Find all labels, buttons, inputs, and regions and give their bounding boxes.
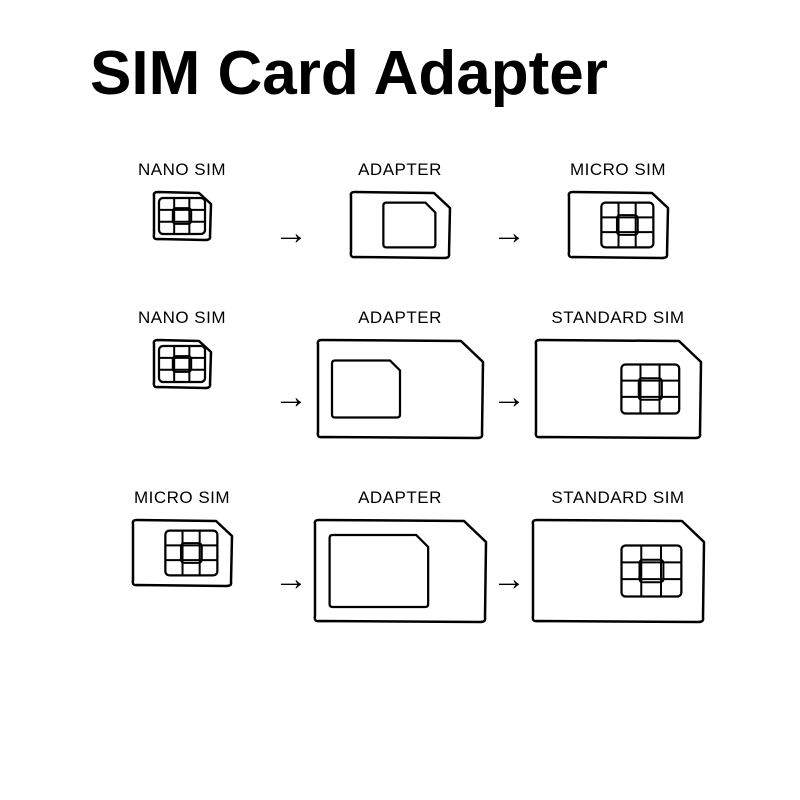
diagram-cell: MICRO SIM: [92, 488, 272, 588]
arrow-icon: →: [492, 216, 526, 250]
diagram-cell: ADAPTER: [310, 308, 490, 440]
diagram-row: MICRO SIM → ADAPTER → STANDARD SIM: [92, 488, 708, 624]
standard-chip-icon: [530, 518, 706, 624]
arrow-icon: →: [492, 562, 526, 596]
diagram-cell: STANDARD SIM: [528, 488, 708, 624]
diagram-cell: NANO SIM: [92, 308, 272, 390]
cell-label: MICRO SIM: [134, 488, 230, 508]
diagram-cell: NANO SIM: [92, 160, 272, 242]
diagram-cell: ADAPTER: [310, 160, 490, 260]
arrow-icon: →: [274, 380, 308, 414]
diagram-cell: STANDARD SIM: [528, 308, 708, 440]
cell-label: ADAPTER: [358, 160, 442, 180]
nano-chip-icon: [151, 190, 213, 242]
diagram-cell: ADAPTER: [310, 488, 490, 624]
cell-label: ADAPTER: [358, 488, 442, 508]
standard-adapter-micro-icon: [312, 518, 488, 624]
cell-label: ADAPTER: [358, 308, 442, 328]
arrow-icon: →: [492, 380, 526, 414]
cell-label: NANO SIM: [138, 160, 226, 180]
cell-label: MICRO SIM: [570, 160, 666, 180]
standard-chip-icon: [533, 338, 703, 440]
micro-chip-icon: [130, 518, 234, 588]
nano-chip-icon: [151, 338, 213, 390]
cell-label: STANDARD SIM: [551, 488, 684, 508]
arrow-icon: →: [274, 216, 308, 250]
micro-adapter-icon: [348, 190, 452, 260]
diagram-row: NANO SIM → ADAPTER → STANDARD SIM: [92, 308, 708, 440]
standard-adapter-nano-icon: [315, 338, 485, 440]
diagram-row: NANO SIM → ADAPTER → MICRO SIM: [92, 160, 708, 260]
cell-label: STANDARD SIM: [551, 308, 684, 328]
diagram-grid: NANO SIM → ADAPTER → MICRO SIM NANO SIM → AD…: [92, 160, 708, 672]
cell-label: NANO SIM: [138, 308, 226, 328]
arrow-icon: →: [274, 562, 308, 596]
page-title: SIM Card Adapter: [90, 38, 608, 109]
micro-chip-icon: [566, 190, 670, 260]
diagram-cell: MICRO SIM: [528, 160, 708, 260]
